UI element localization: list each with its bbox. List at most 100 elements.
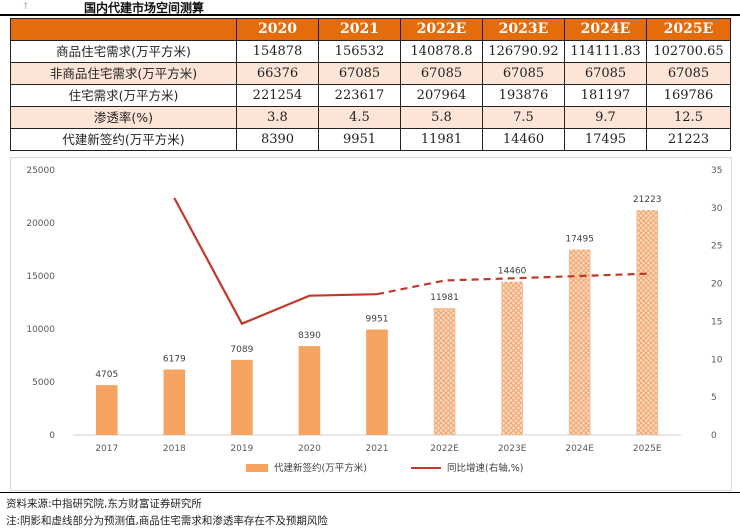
table-header-cell: 2020 [236,18,319,41]
table-cell: 7.5 [482,106,565,129]
bar-data-label: 8390 [298,331,321,341]
y-left-tick-label: 25000 [26,166,55,176]
table-cell: 9.7 [564,106,647,129]
y-right-tick-label: 20 [711,280,723,290]
y-right-tick-label: 25 [711,242,722,252]
bar [231,359,253,435]
corner-mark: ↑ [22,2,30,12]
row-label: 商品住宅需求(万平方米) [10,40,237,63]
table-row: 商品住宅需求(万平方米) 154878 156532 140878.8 126790.9… [10,40,731,63]
table-cell: 9951 [318,128,401,151]
bar-data-label: 11981 [430,293,459,303]
x-tick-label: 2018 [163,444,186,454]
table-cell: 223617 [318,84,401,107]
table-cell: 207964 [400,84,483,107]
bar-data-label: 7089 [230,345,253,355]
x-tick-label: 2017 [95,444,118,454]
table-cell: 67085 [564,62,647,85]
y-left-tick-label: 20000 [26,219,55,229]
bar-data-label: 9951 [366,315,389,325]
bar [636,210,659,435]
row-label: 渗透率(%) [10,106,237,129]
chart-container: 0 5000 10000 15000 20000 25000 0 5 10 15 20 25 30 35 4… [10,157,732,491]
table-header-row: 2020 2021 2022E 2023E 2024E 2025E [10,18,731,41]
table-cell: 221254 [236,84,319,107]
table-cell: 8390 [236,128,319,151]
bar [366,329,388,435]
estimate-table: 2020 2021 2022E 2023E 2024E 2025E 商品住宅需求… [10,18,731,151]
row-label: 住宅需求(万平方米) [10,84,237,107]
table-cell: 14460 [482,128,565,151]
table-cell: 66376 [236,62,319,85]
row-label: 代建新签约(万平方米) [10,128,237,151]
y-right-tick-label: 0 [711,431,717,441]
growth-line-actual [173,197,378,326]
table-row: 渗透率(%) 3.8 4.5 5.8 7.5 9.7 12.5 [10,106,731,129]
y-left-tick-label: 5000 [32,378,55,388]
table-header-cell: 2023E [482,18,565,41]
table-cell: 17495 [564,128,647,151]
x-tick-label: 2023E [498,444,527,454]
table-cell: 12.5 [646,106,731,129]
bar [433,308,456,435]
bar-data-label: 17495 [565,235,594,245]
legend-bar-label: 代建新签约(万平方米) [274,462,367,474]
table-cell: 126790.92 [482,40,565,63]
table-header-cell: 2024E [564,18,647,41]
table-row: 住宅需求(万平方米) 221254 223617 207964 193876 181197… [10,84,731,107]
bar [298,346,321,435]
y-right-tick-label: 10 [711,355,723,365]
table-cell: 140878.8 [400,40,483,63]
table-cell: 181197 [564,84,647,107]
combo-chart: 0 5000 10000 15000 20000 25000 0 5 10 15 20 25 30 35 4… [26,166,723,474]
page-title: 国内代建市场空间测算 [84,1,205,15]
table-cell: 114111.83 [564,40,647,63]
x-tick-label: 2021 [366,444,389,454]
bar [568,249,591,435]
x-tick-label: 2025E [633,444,662,454]
source-note: 资料来源:中指研究院,东方财富证券研究所 [6,498,202,510]
growth-line-forecast [376,272,648,296]
table-header-cell [10,18,237,41]
header-rule [0,14,740,16]
row-label: 非商品住宅需求(万平方米) [10,62,237,85]
table-cell: 4.5 [318,106,401,129]
legend-line-label: 同比增速(右轴,%) [447,462,523,474]
y-right-tick-label: 30 [711,204,723,214]
table-row: 代建新签约(万平方米) 8390 9951 11981 14460 17495 21223 [10,128,731,151]
table-cell: 193876 [482,84,565,107]
footer-rule [0,492,740,493]
y-right-tick-label: 15 [711,317,722,327]
x-tick-label: 2020 [298,444,321,454]
bar-data-label: 6179 [163,355,186,365]
y-left-tick-label: 15000 [26,272,55,282]
table-cell: 102700.65 [646,40,731,63]
table-cell: 21223 [646,128,731,151]
bar [501,281,523,435]
table-cell: 156532 [318,40,401,63]
table-cell: 5.8 [400,106,483,129]
legend-bar-swatch [246,464,268,472]
table-cell: 3.8 [236,106,319,129]
y-right-tick-label: 5 [711,393,717,403]
x-tick-label: 2024E [565,444,594,454]
x-tick-label: 2019 [230,444,253,454]
forecast-note: 注:阴影和虚线部分为预测值,商品住宅需求和渗透率存在不及预期风险 [6,515,328,527]
y-left-tick-label: 10000 [26,325,55,335]
y-right-tick-label: 35 [711,166,722,176]
page-header: ↑ 国内代建市场空间测算 [0,0,740,16]
y-left-tick-label: 0 [49,431,55,441]
table-cell: 11981 [400,128,483,151]
table-header-cell: 2022E [400,18,483,41]
table-header-cell: 2021 [318,18,401,41]
table-cell: 67085 [482,62,565,85]
table-cell: 67085 [318,62,401,85]
bar-data-label: 4705 [95,370,118,380]
bar [163,369,186,435]
table-cell: 67085 [646,62,731,85]
bar-data-label: 14460 [498,267,527,277]
table-row: 非商品住宅需求(万平方米) 66376 67085 67085 67085 67085 67… [10,62,731,85]
table-cell: 154878 [236,40,319,63]
table-cell: 169786 [646,84,731,107]
table-header-cell: 2025E [646,18,731,41]
